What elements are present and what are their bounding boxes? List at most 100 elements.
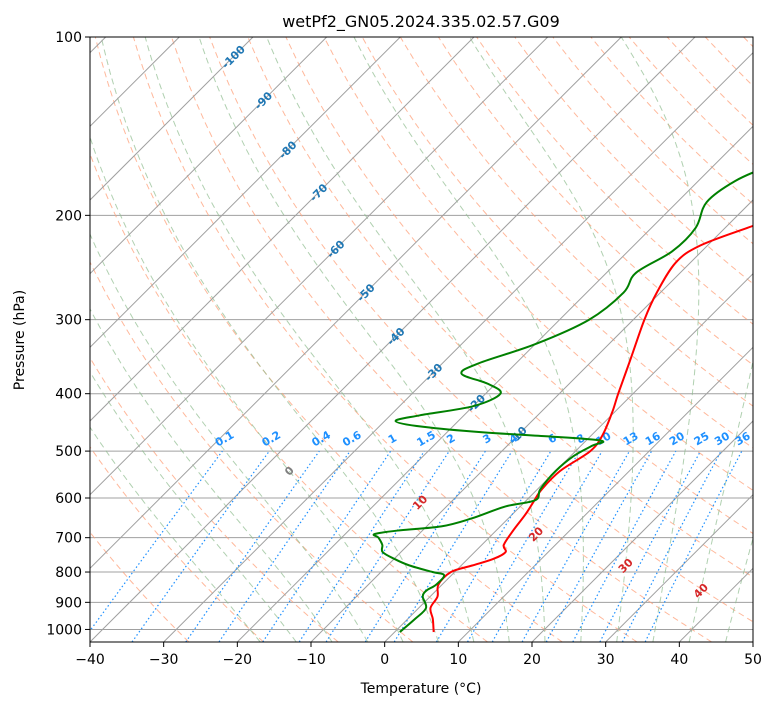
mixing-ratio-line: [599, 450, 702, 642]
mixing-ratio-line: [90, 450, 223, 632]
dry-adiabat: [704, 37, 753, 87]
x-tick-label: −10: [296, 652, 326, 668]
y-tick-label: 800: [55, 565, 82, 581]
isotherm-line: [90, 37, 696, 642]
moist-adiabat: [198, 37, 510, 642]
moist-adiabat-label: 10: [410, 492, 430, 512]
x-tick-label: 0: [380, 652, 389, 668]
y-axis-label: Pressure (hPa): [12, 290, 28, 390]
isotherm-line: [90, 37, 254, 201]
mixing-ratio-label: 6: [546, 431, 559, 446]
x-tick-label: −20: [223, 652, 253, 668]
x-tick-label: −40: [75, 652, 105, 668]
background-lines: [90, 37, 753, 642]
profiles: [372, 171, 753, 633]
isotherm-label: -50: [354, 281, 377, 304]
dry-adiabat: [437, 37, 753, 366]
moist-adiabat: [90, 135, 404, 642]
mixing-ratio-line: [262, 450, 392, 642]
x-tick-label: −30: [149, 652, 179, 668]
dry-adiabat: [90, 260, 414, 642]
y-tick-label: 700: [55, 531, 82, 547]
y-tick-label: 900: [55, 595, 82, 611]
dry-adiabat: [514, 37, 753, 285]
moist-adiabat: [90, 308, 333, 642]
moist-adiabat-label: 30: [616, 556, 636, 576]
dry-adiabat: [590, 37, 753, 205]
mixing-ratio-line: [572, 450, 677, 642]
moist-adiabat: [266, 37, 546, 642]
isotherm-line: [605, 493, 753, 642]
isotherm-line: [90, 37, 622, 570]
y-tick-label: 300: [55, 313, 82, 329]
isotherm-line: [163, 51, 753, 642]
dry-adiabat: [90, 446, 264, 642]
isotherm-line: [752, 641, 753, 642]
mixing-ratio-label: 0.1: [213, 428, 236, 449]
temperature-profile: [429, 224, 753, 633]
mixing-ratio-line: [521, 450, 631, 642]
mixing-ratio-label: 25: [692, 429, 712, 448]
isotherm-label: -90: [252, 89, 275, 112]
x-tick-label: 40: [670, 652, 688, 668]
moist-adiabat: [725, 536, 753, 642]
mixing-ratio-label: 0.6: [340, 428, 364, 449]
mixing-ratio-label: 0.2: [260, 428, 283, 449]
moist-adiabat: [90, 232, 369, 642]
mixing-ratio-line: [435, 450, 552, 642]
mixing-ratio-label: 16: [643, 429, 663, 448]
dry-adiabat: [171, 37, 712, 642]
y-axis: 100 200 300 400 500 600 700 800 900 1000: [46, 30, 90, 638]
mixing-ratio-line: [131, 450, 270, 642]
dry-adiabat: [743, 37, 753, 48]
dry-adiabat: [552, 37, 753, 245]
dry-adiabat: [94, 37, 563, 642]
isotherm-line: [236, 125, 753, 642]
dry-adiabat: [666, 37, 753, 126]
x-axis: −40 −30 −20 −10 0 10 20 30 40 50: [75, 642, 762, 668]
mixing-ratio-line: [185, 450, 320, 642]
isotherm-line: [678, 567, 753, 642]
dry-adiabat: [90, 152, 488, 642]
plot-frame: [89, 36, 754, 643]
x-tick-label: 50: [744, 652, 762, 668]
dry-adiabat: [132, 37, 638, 642]
isotherm-line: [90, 37, 549, 496]
isotherm-line: [531, 420, 753, 642]
isotherm-line: [90, 37, 475, 422]
x-tick-label: 10: [449, 652, 467, 668]
y-tick-label: 1000: [46, 622, 82, 638]
moist-adiabat: [469, 37, 634, 642]
isotherm-line: [384, 272, 753, 642]
mixing-ratio-line: [644, 450, 743, 642]
moist-adiabat-label: 0: [282, 464, 297, 479]
y-tick-label: 400: [55, 387, 82, 403]
moist-adiabat: [144, 37, 475, 642]
isotherm-line: [457, 346, 753, 642]
chart-title: wetPf2_GN05.2024.335.02.57.G09: [282, 12, 560, 32]
moist-adiabat: [90, 426, 261, 642]
dry-adiabat: [247, 37, 753, 578]
mixing-ratio-line: [218, 450, 351, 642]
mixing-ratio-label: 36: [733, 429, 753, 448]
moist-adiabat: [620, 37, 700, 642]
mixing-ratio-label: 13: [621, 429, 641, 448]
y-tick-label: 200: [55, 208, 82, 224]
x-tick-label: 20: [523, 652, 541, 668]
mixing-ratio-line: [298, 450, 425, 642]
moist-adiabat: [100, 37, 439, 642]
moist-adiabat: [688, 358, 753, 642]
x-tick-label: 30: [597, 652, 615, 668]
moist-adiabat: [353, 37, 584, 642]
isotherm-label: -100: [219, 43, 248, 72]
isotherm-line: [310, 199, 753, 642]
mixing-ratio-label: 2: [444, 431, 457, 446]
mixing-ratio-line: [393, 450, 513, 642]
dry-adiabat: [323, 37, 753, 491]
mixing-ratio-label: 1.5: [414, 428, 437, 449]
isotherm-label: -80: [276, 138, 299, 161]
dry-adiabat: [90, 356, 339, 642]
mixing-ratio-line: [325, 450, 450, 642]
